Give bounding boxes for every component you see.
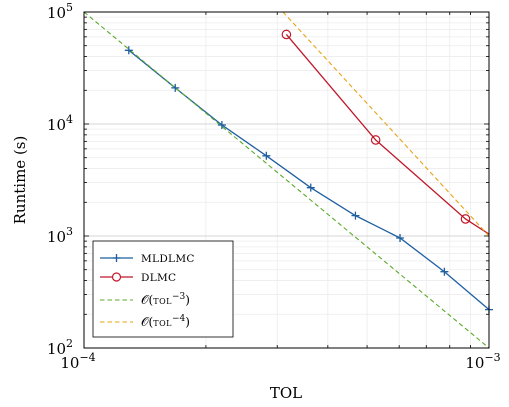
legend-marker-circle [111, 272, 122, 282]
x-tick-label: 10−3 [465, 351, 500, 372]
y-tick-label: 103 [47, 225, 73, 246]
series-line-2 [84, 12, 489, 348]
mldlmc-point [351, 211, 360, 220]
x-tick-label: 10−4 [60, 351, 95, 372]
mldlmc-point [262, 151, 271, 160]
dlmc-point [370, 135, 381, 145]
mldlmc-point [217, 120, 226, 129]
dlmc-point [281, 29, 292, 40]
tick-labels: 10−4 10−3 102 103 104 105 [47, 1, 501, 372]
legend-label-3: 𝒪(tol−4) [141, 314, 190, 329]
mldlmc-point [124, 46, 133, 55]
dlmc-point [460, 214, 471, 224]
legend-label-2: 𝒪(tol−3) [141, 292, 190, 307]
mldlmc-point [396, 233, 405, 242]
x-axis-label: TOL [270, 384, 302, 402]
mldlmc-point [171, 83, 180, 92]
y-tick-label: 104 [47, 113, 73, 134]
legend: MLDLMC DLMC 𝒪(tol−3) 𝒪(tol−4) [92, 240, 234, 338]
mldlmc-point [306, 183, 315, 192]
series-line-1 [285, 34, 489, 235]
axis-ticks [83, 11, 490, 349]
legend-label-0: MLDLMC [141, 253, 195, 265]
legend-marker-plus [112, 254, 121, 262]
legend-label-1: DLMC [141, 272, 176, 284]
y-axis-label: Runtime (s) [11, 136, 29, 225]
plot-frame [83, 11, 490, 349]
mldlmc-point [440, 267, 449, 276]
series-markers [124, 29, 493, 314]
y-tick-label: 105 [47, 1, 73, 22]
series-line-3 [282, 12, 489, 237]
y-tick-label: 102 [47, 337, 73, 358]
